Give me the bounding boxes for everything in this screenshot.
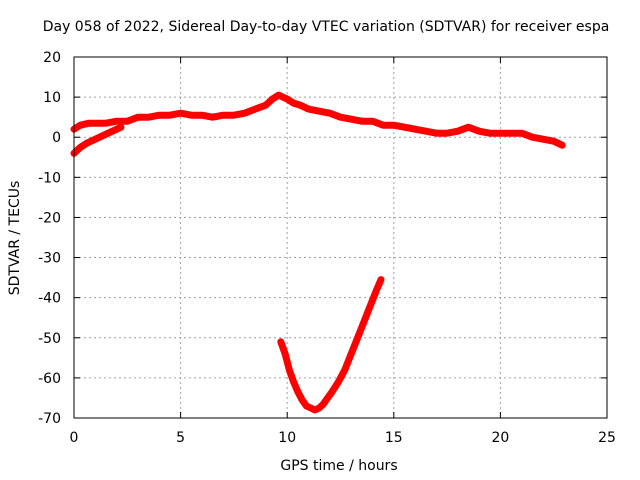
x-tick-label: 5	[176, 430, 185, 446]
series-layer	[70, 91, 566, 414]
series-line-dip-trace	[277, 276, 385, 414]
grid	[74, 57, 607, 418]
y-tick-label: -40	[38, 291, 61, 307]
y-tick-label: -60	[38, 371, 61, 387]
x-axis-label: GPS time / hours	[280, 458, 397, 474]
x-tick-label: 10	[278, 430, 296, 446]
tick-labels: 0 5 10 15 20 25 -70 -60 -50 -40 -30 -20 -10 0 10 20	[38, 50, 616, 446]
x-tick-label: 15	[385, 430, 403, 446]
y-axis-label: SDTVAR / TECUs	[7, 181, 23, 296]
chart-title: Day 058 of 2022, Sidereal Day-to-day VTE…	[43, 19, 610, 35]
y-tick-label: 0	[52, 130, 61, 146]
y-tick-label: -10	[38, 170, 61, 186]
series-line-lower-branch	[70, 123, 125, 157]
x-tick-label: 25	[598, 430, 616, 446]
y-tick-label: -20	[38, 210, 61, 226]
plot-frame	[73, 56, 608, 419]
y-tick-label: -30	[38, 251, 61, 267]
y-tick-label: 20	[43, 50, 61, 66]
ticks	[73, 56, 608, 419]
y-tick-label: 10	[43, 90, 61, 106]
y-tick-label: -50	[38, 331, 61, 347]
series-line-upper-trace	[70, 91, 566, 149]
x-tick-label: 20	[491, 430, 509, 446]
y-tick-label: -70	[38, 411, 61, 427]
x-tick-label: 0	[70, 430, 79, 446]
